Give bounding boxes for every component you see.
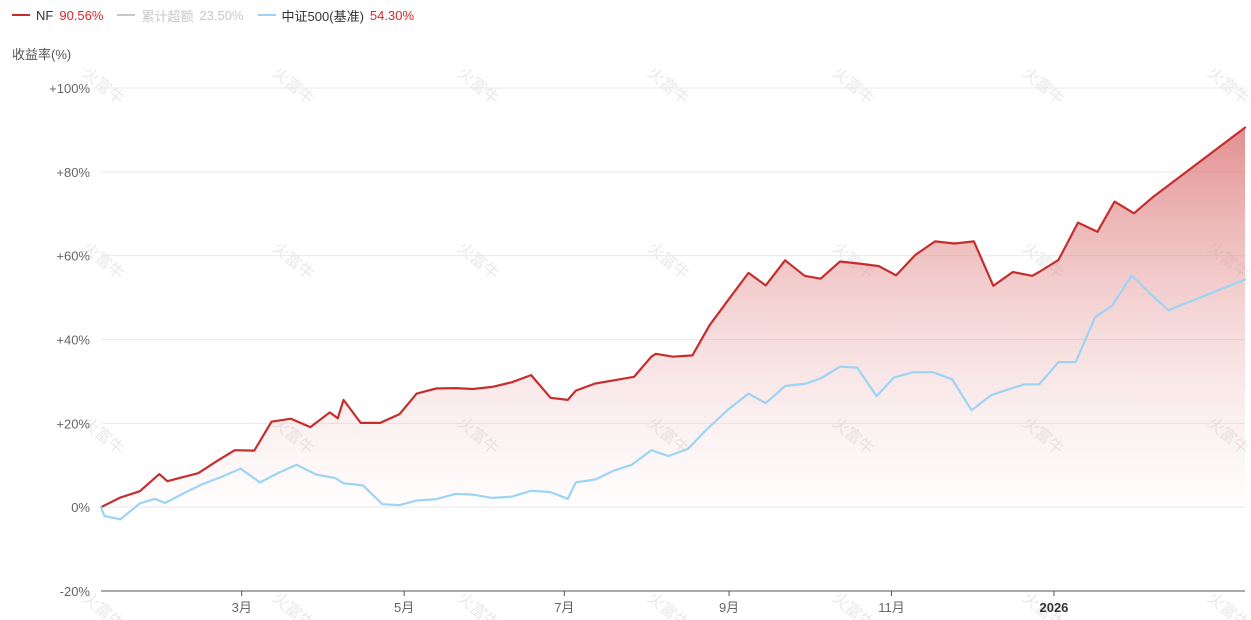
y-tick-label: +40% — [56, 333, 90, 348]
watermark-text: 火富牛 — [454, 239, 502, 284]
watermark-text: 火富牛 — [454, 64, 502, 109]
watermark-text: 火富牛 — [269, 239, 317, 284]
y-axis-label: 收益率(%) — [12, 47, 72, 62]
watermark-text: 火富牛 — [829, 64, 877, 109]
legend-item-benchmark[interactable]: 中证500(基准) 54.30% — [257, 6, 414, 25]
watermark-text: 火富牛 — [1204, 589, 1251, 620]
watermark-text: 火富牛 — [269, 64, 317, 109]
legend-series-value: 90.56% — [59, 7, 104, 23]
chart-legend: NF 90.56% 累计超额 23.50% 中证500(基准) 54.30% — [12, 6, 414, 24]
legend-series-value: 54.30% — [369, 7, 414, 23]
watermark-text: 火富牛 — [1019, 64, 1067, 109]
series-line-nf — [99, 126, 1247, 509]
watermark-text: 火富牛 — [644, 589, 692, 620]
x-tick-label: 2026 — [1039, 600, 1068, 615]
series-area-nf — [101, 127, 1245, 508]
y-tick-label: +80% — [56, 165, 90, 180]
y-tick-label: 0% — [71, 500, 90, 515]
watermark-text: 火富牛 — [829, 589, 877, 620]
legend-line-icon — [117, 14, 136, 16]
x-tick-label: 7月 — [554, 600, 574, 615]
x-tick-label: 9月 — [719, 600, 739, 615]
legend-item-excess[interactable]: 累计超额 23.50% — [117, 6, 244, 25]
legend-series-name: 累计超额 — [141, 8, 194, 24]
watermark-text: 火富牛 — [644, 239, 692, 284]
series-line-benchmark — [99, 274, 1247, 521]
x-tick-label: 5月 — [394, 600, 414, 615]
watermark-text: 火富牛 — [644, 64, 692, 109]
series-areas — [101, 127, 1245, 508]
series-lines — [99, 126, 1247, 521]
watermark-text: 火富牛 — [1204, 64, 1251, 109]
y-tick-label: -20% — [60, 584, 91, 599]
x-tick-label: 11月 — [878, 600, 905, 615]
legend-item-nf[interactable]: NF 90.56% — [12, 8, 103, 23]
legend-series-name: NF — [36, 7, 54, 23]
y-tick-label: +100% — [49, 81, 90, 96]
legend-line-icon — [257, 14, 276, 16]
y-tick-label: +20% — [56, 416, 90, 431]
watermark-text: 火富牛 — [269, 589, 317, 620]
watermark-text: 火富牛 — [454, 589, 502, 620]
x-tick-label: 3月 — [232, 600, 252, 615]
legend-series-name: 中证500(基准) — [281, 8, 364, 24]
axes: +100% +80% +60% +40% +20% 0% -20% 3月 5月 7月 9月 11月 20… — [49, 81, 1245, 615]
legend-series-value: 23.50% — [199, 7, 244, 23]
y-tick-label: +60% — [56, 249, 90, 264]
legend-line-icon — [12, 14, 30, 16]
